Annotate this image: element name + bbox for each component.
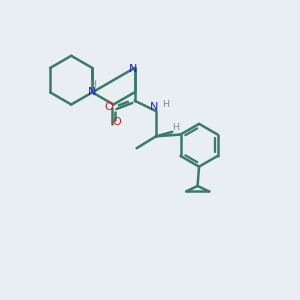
Text: O: O [105,102,114,112]
Text: N: N [149,103,158,112]
Text: N: N [88,87,97,97]
Text: H: H [172,123,179,132]
Text: H: H [89,80,96,88]
Text: N: N [129,64,137,74]
Text: H: H [162,100,169,109]
Text: O: O [112,117,122,128]
